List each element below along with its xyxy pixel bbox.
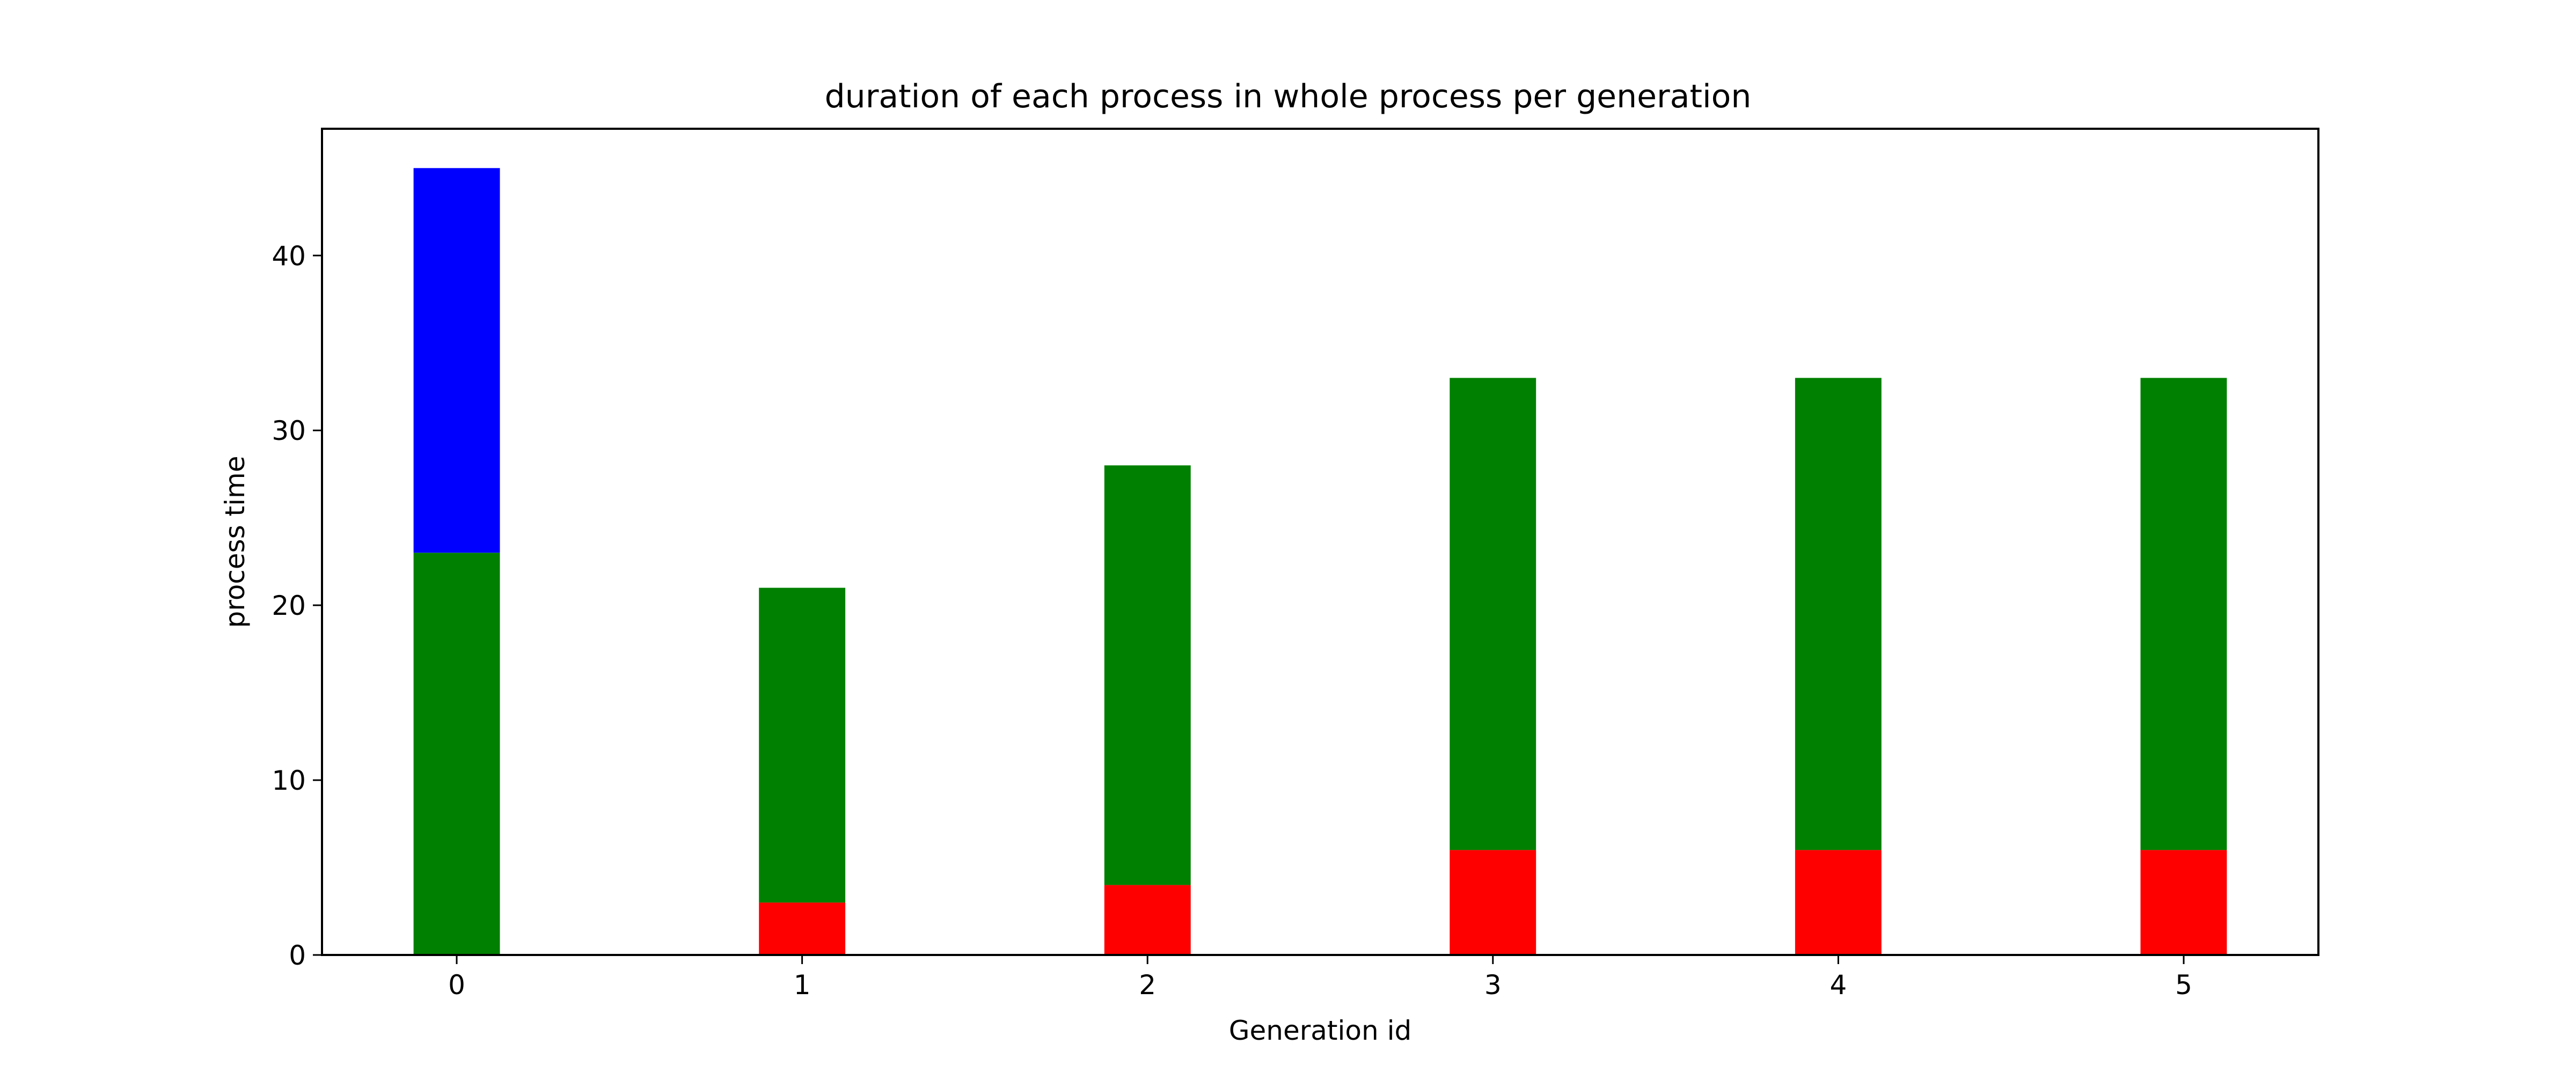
bar-gen-5-segment-1 xyxy=(2140,378,2227,850)
bar-gen-1-segment-1 xyxy=(759,587,846,903)
y-tick-label: 30 xyxy=(272,415,306,446)
x-tick-label: 2 xyxy=(1139,969,1156,1001)
y-tick-label: 20 xyxy=(272,590,306,621)
x-tick-label: 1 xyxy=(794,969,811,1001)
x-tick-label: 5 xyxy=(2175,969,2192,1001)
bar-gen-3-segment-1 xyxy=(1450,378,1536,850)
bar-gen-2-segment-0 xyxy=(1104,885,1191,955)
y-axis-label: process time xyxy=(219,456,251,628)
x-tick-label: 4 xyxy=(1829,969,1847,1001)
bar-gen-5-segment-0 xyxy=(2140,850,2227,955)
bars-group xyxy=(413,168,2227,955)
chart-title: duration of each process in whole proces… xyxy=(825,78,1752,115)
bar-gen-0-segment-2 xyxy=(413,168,500,553)
y-axis: 0 10 20 30 40 xyxy=(272,240,322,971)
bar-gen-2-segment-1 xyxy=(1104,465,1191,885)
y-tick-label: 0 xyxy=(289,940,306,971)
x-tick-label: 0 xyxy=(448,969,465,1001)
x-axis-label: Generation id xyxy=(1229,1015,1411,1046)
x-tick-label: 3 xyxy=(1484,969,1502,1001)
bar-gen-4-segment-1 xyxy=(1795,378,1882,850)
bar-gen-1-segment-0 xyxy=(759,902,846,955)
x-axis: 0 1 2 3 4 5 xyxy=(448,955,2192,1001)
plot-frame xyxy=(321,128,2319,956)
bar-gen-3-segment-0 xyxy=(1450,850,1536,955)
y-tick-label: 40 xyxy=(272,240,306,271)
y-tick-label: 10 xyxy=(272,765,306,796)
bar-gen-4-segment-0 xyxy=(1795,850,1882,955)
bar-gen-0-segment-1 xyxy=(413,553,500,955)
